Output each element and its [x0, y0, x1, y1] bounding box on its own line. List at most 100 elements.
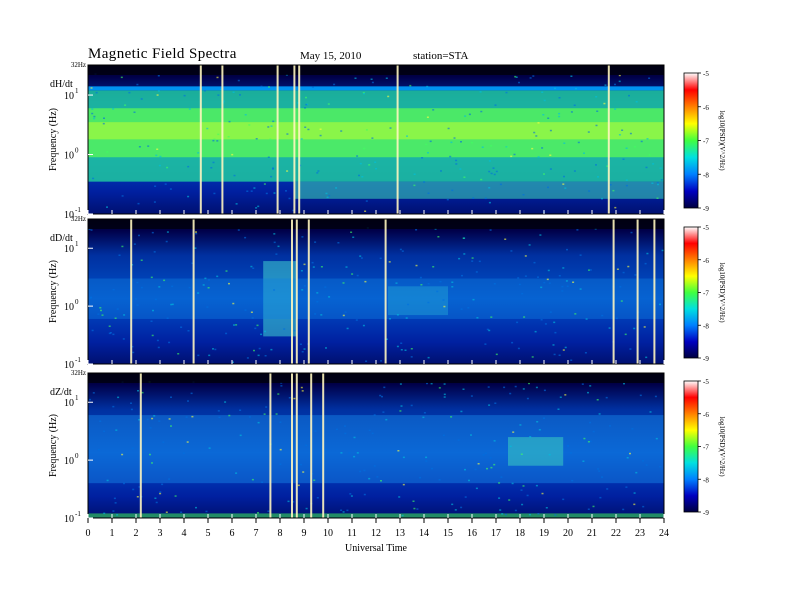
colorbar-tick-label: -6 [703, 411, 709, 419]
y-axis-label: Frequency (Hz) [48, 414, 59, 477]
y-tick-exponent: 0 [75, 147, 79, 155]
x-tick-label: 9 [302, 528, 307, 539]
x-axis-label: Universal Time [345, 543, 408, 554]
spike-line-9 [653, 219, 656, 364]
colorbar-tick-label: -9 [703, 509, 709, 517]
spike-line-8 [636, 219, 639, 364]
colorbar-label: log10(PSD)(V^2/Hz) [718, 416, 726, 477]
x-tick-label: 24 [659, 528, 669, 539]
colorbar [683, 72, 699, 209]
colorbar [683, 380, 699, 513]
colorbar-tick-label: -5 [703, 224, 709, 232]
x-tick-label: 6 [230, 528, 235, 539]
colorbar-tick-label: -6 [703, 257, 709, 265]
x-tick-label: 17 [491, 528, 501, 539]
colorbar [683, 226, 699, 359]
x-tick-label: 23 [635, 528, 645, 539]
colorbar-tick-label: -9 [703, 205, 709, 213]
colorbar-tick-label: -8 [703, 476, 709, 484]
y-tick-label: 10 [64, 151, 74, 162]
spike-line-5 [298, 65, 301, 214]
x-tick-label: 0 [86, 528, 91, 539]
y-tick-exponent: -1 [75, 206, 81, 214]
colorbar-tick-label: -5 [703, 70, 709, 78]
x-tick-label: 5 [206, 528, 211, 539]
station-label: station=STA [413, 50, 469, 62]
y-tick-label: 10 [64, 398, 74, 409]
x-tick-label: 19 [539, 528, 549, 539]
x-tick-label: 10 [323, 528, 333, 539]
x-tick-label: 3 [158, 528, 163, 539]
spike-line-3 [291, 219, 293, 364]
x-tick-label: 18 [515, 528, 525, 539]
y-axis-label: Frequency (Hz) [48, 108, 59, 171]
x-axis: 0 1 2 3 4 5 6 7 8 9 10 11 12 13 14 15 16 17 18 19 20 21 22 23 24… [86, 210, 669, 554]
y-tick-label: 10 [64, 244, 74, 255]
y-tick-exponent: -1 [75, 510, 81, 518]
spike-line-2 [192, 219, 195, 364]
x-tick-label: 21 [587, 528, 597, 539]
spike-line-4 [295, 373, 298, 518]
x-tick-label: 2 [134, 528, 139, 539]
y-tick-exponent: -1 [75, 356, 81, 364]
colorbar-tick-label: -9 [703, 355, 709, 363]
spike-line-6 [322, 373, 325, 518]
spike-line-7 [607, 65, 610, 214]
y-tick-exponent: 1 [75, 394, 79, 402]
spectrogram-background [88, 219, 664, 364]
colorbar-tick-label: -6 [703, 104, 709, 112]
spike-line-6 [396, 65, 399, 214]
spike-line-5 [310, 373, 313, 518]
colorbar-tick-label: -7 [703, 290, 709, 298]
y-tick-exponent: 1 [75, 240, 79, 248]
x-tick-label: 15 [443, 528, 453, 539]
x-tick-label: 11 [347, 528, 357, 539]
spike-line-3 [276, 65, 279, 214]
colorbar-tick-label: -5 [703, 378, 709, 386]
chart-title: Magnetic Field Spectra [88, 46, 237, 62]
x-tick-label: 20 [563, 528, 573, 539]
spike-line-1 [139, 373, 142, 518]
colorbar-tick-label: -7 [703, 444, 709, 452]
x-tick-label: 7 [254, 528, 259, 539]
panel-label: dD/dt [50, 233, 73, 244]
spike-line-4 [293, 65, 296, 214]
spectrogram-texture [88, 373, 664, 518]
x-tick-label: 1 [110, 528, 115, 539]
colorbar-label: log10(PSD)(V^2/Hz) [718, 110, 726, 171]
y-tick-label: 10 [64, 302, 74, 313]
y-top-label: 32Hz [71, 369, 86, 377]
spike-line-3 [291, 373, 293, 518]
x-tick-label: 8 [278, 528, 283, 539]
spike-line-1 [130, 219, 133, 364]
y-top-label: 32Hz [71, 61, 86, 69]
y-tick-label: 10 [64, 456, 74, 467]
spike-line-2 [221, 65, 224, 214]
colorbar-label: log10(PSD)(V^2/Hz) [718, 262, 726, 323]
colorbar-tick-label: -8 [703, 322, 709, 330]
x-tick-label: 12 [371, 528, 381, 539]
spike-line-2 [269, 373, 272, 518]
panel-label: dZ/dt [50, 387, 72, 398]
y-tick-exponent: 0 [75, 298, 79, 306]
panel-label: dH/dt [50, 79, 73, 90]
x-tick-label: 14 [419, 528, 429, 539]
y-axis-label: Frequency (Hz) [48, 260, 59, 323]
y-top-label: 32Hz [71, 215, 86, 223]
x-tick-label: 16 [467, 528, 477, 539]
spike-line-7 [612, 219, 615, 364]
spectrogram-texture [88, 65, 664, 213]
spike-line-6 [384, 219, 387, 364]
spike-line-1 [199, 65, 202, 214]
spike-line-4 [295, 219, 298, 364]
y-tick-exponent: 1 [75, 87, 79, 95]
colorbar-tick-label: -7 [703, 138, 709, 146]
y-tick-exponent: 0 [75, 452, 79, 460]
x-tick-label: 13 [395, 528, 405, 539]
x-tick-label: 22 [611, 528, 621, 539]
colorbar-tick-label: -8 [703, 171, 709, 179]
